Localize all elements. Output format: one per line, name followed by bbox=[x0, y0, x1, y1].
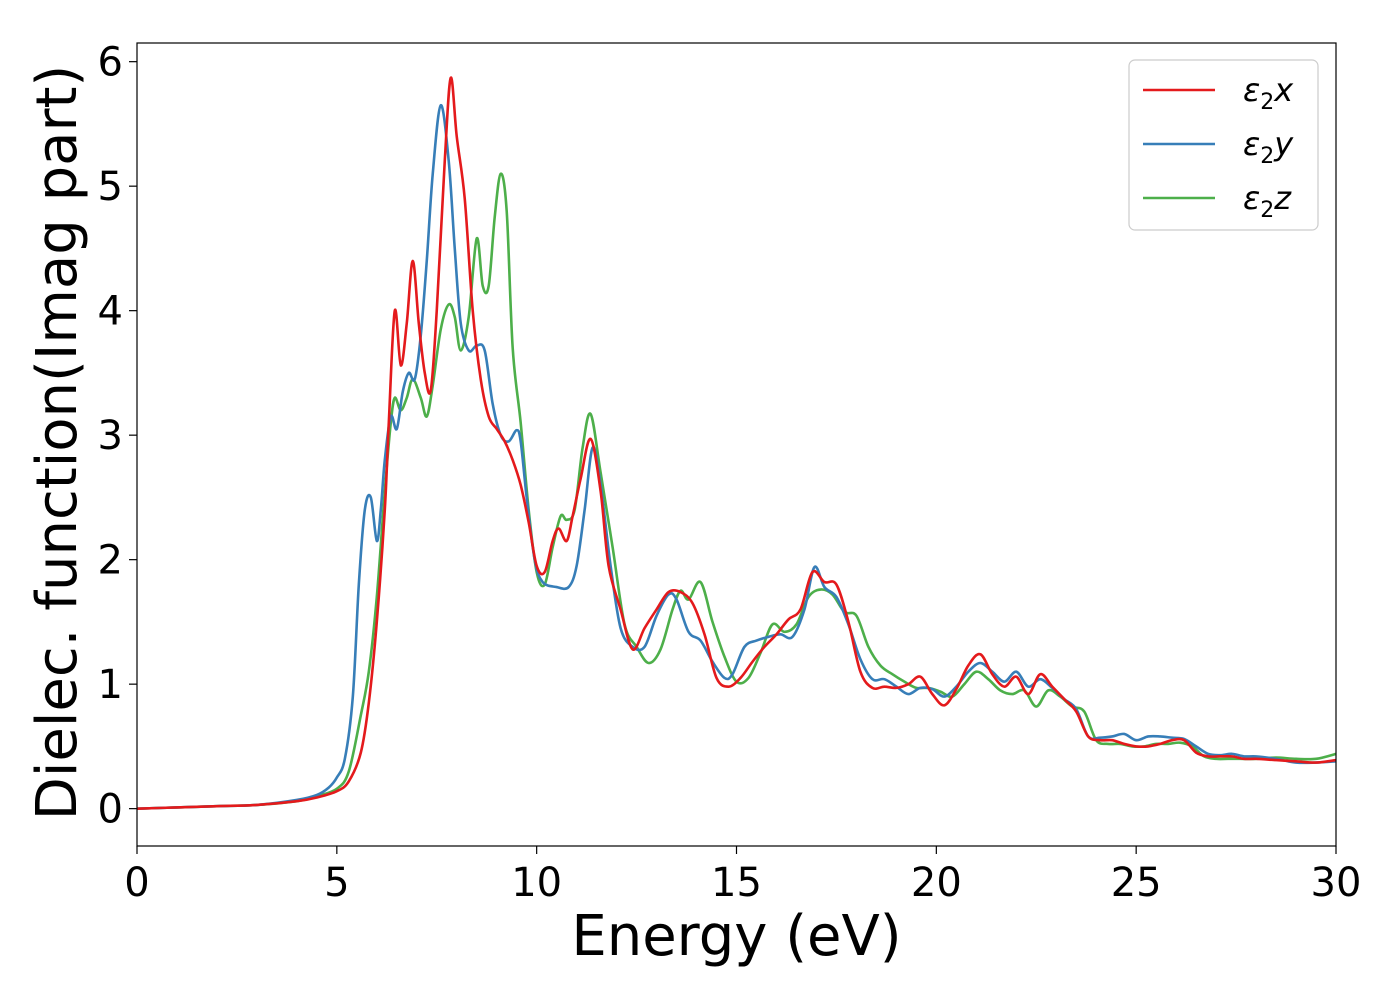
y-axis-title: Dielec. function(Imag part) bbox=[25, 65, 90, 821]
y-tick-label: 5 bbox=[98, 164, 123, 210]
y-tick-label: 6 bbox=[98, 40, 123, 86]
legend-frame bbox=[1128, 59, 1319, 231]
legend-label-x: ε2x bbox=[1243, 71, 1294, 115]
legend-label-z: ε2z bbox=[1243, 179, 1292, 223]
y-tick-label: 1 bbox=[98, 662, 123, 708]
legend-label-y: ε2y bbox=[1243, 125, 1294, 169]
x-tick-label: 15 bbox=[711, 860, 762, 906]
x-tick-label: 20 bbox=[911, 860, 962, 906]
x-axis-title: Energy (eV) bbox=[571, 904, 901, 969]
y-axis: 0 1 2 3 4 5 6 bbox=[98, 40, 137, 833]
x-tick-label: 5 bbox=[324, 860, 349, 906]
legend: ε2x ε2y ε2z bbox=[1128, 59, 1319, 231]
y-tick-label: 3 bbox=[98, 413, 123, 459]
series-layer bbox=[137, 76, 1336, 810]
y-tick-label: 4 bbox=[98, 289, 123, 335]
x-tick-label: 0 bbox=[124, 860, 149, 906]
x-tick-label: 25 bbox=[1111, 860, 1162, 906]
y-tick-label: 2 bbox=[98, 538, 123, 584]
x-axis: 0 5 10 15 20 25 30 bbox=[124, 846, 1361, 906]
x-tick-label: 30 bbox=[1311, 860, 1362, 906]
series-line-x bbox=[137, 76, 1336, 810]
x-tick-label: 10 bbox=[511, 860, 562, 906]
y-tick-label: 0 bbox=[98, 787, 123, 833]
